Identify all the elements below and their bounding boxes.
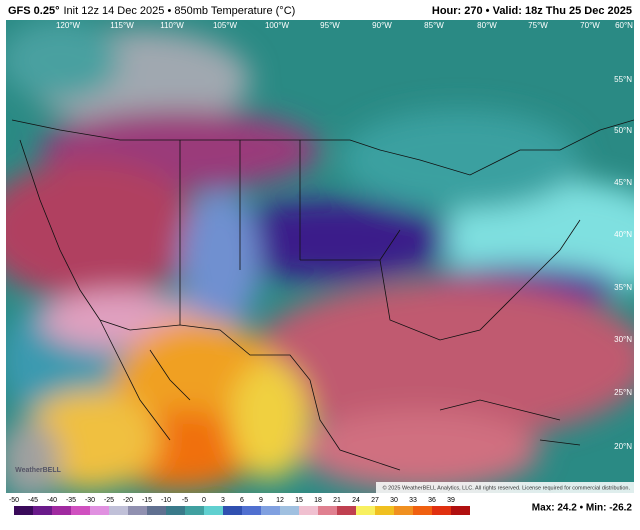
lon-label: 60°N	[615, 21, 633, 30]
borders	[11, 119, 634, 471]
colorbar-tick-label: 24	[352, 497, 360, 504]
lat-label: 30°N	[614, 335, 632, 344]
colorbar-segment	[318, 506, 337, 515]
colorbar-tick-label: 0	[202, 497, 206, 504]
colorbar-segment	[109, 506, 128, 515]
header-left: GFS 0.25° Init 12z 14 Dec 2025 • 850mb Te…	[8, 5, 295, 17]
colorbar-segment	[280, 506, 299, 515]
colorbar-segment	[432, 506, 451, 515]
colorbar-tick-label: 3	[221, 497, 225, 504]
colorbar-segment	[147, 506, 166, 515]
copyright: © 2025 WeatherBELL Analytics, LLC. All r…	[383, 484, 631, 491]
lat-label: 25°N	[614, 388, 632, 397]
colorbar-segment	[52, 506, 71, 515]
grid-labels: 120°W 115°W 110°W 105°W 100°W 95°W 90°W 85°W 80°…	[56, 21, 633, 451]
lon-label: 80°W	[477, 21, 497, 30]
colorbar-segment	[204, 506, 223, 515]
colorbar-tick-label: 12	[276, 497, 284, 504]
colorbar-tick-label: 36	[428, 497, 436, 504]
colorbar-tick-label: -30	[85, 497, 95, 504]
colorbar-segment	[128, 506, 147, 515]
colorbar-tick-label: -20	[123, 497, 133, 504]
lat-label: 35°N	[614, 283, 632, 292]
colorbar-segment	[261, 506, 280, 515]
lat-label: 50°N	[614, 126, 632, 135]
lon-label: 75°W	[528, 21, 548, 30]
extremes: Max: 24.2 • Min: -26.2	[532, 503, 633, 514]
lat-label: 40°N	[614, 230, 632, 239]
model: GFS 0.25°	[8, 5, 59, 17]
lon-label: 100°W	[265, 21, 290, 30]
colorbar-tick-label: 27	[371, 497, 379, 504]
colorbar-tick-label: -40	[47, 497, 57, 504]
colorbar-segment	[166, 506, 185, 515]
colorbar-segment	[71, 506, 90, 515]
colorbar-segment	[394, 506, 413, 515]
colorbar-segment	[356, 506, 375, 515]
lon-label: 105°W	[213, 21, 238, 30]
colorbar-tick-label: 21	[333, 497, 341, 504]
colorbar-tick-label: 9	[259, 497, 263, 504]
lon-label: 110°W	[160, 21, 184, 30]
logo: WeatherBELL	[15, 467, 61, 474]
colorbar-tick-label: -50	[9, 497, 19, 504]
colorbar-tick-label: -15	[142, 497, 152, 504]
colorbar-tick-label: 39	[447, 497, 455, 504]
colorbar-segment	[242, 506, 261, 515]
lon-label: 70°W	[580, 21, 600, 30]
colorbar-tick-label: 15	[295, 497, 303, 504]
map: © 2025 WeatherBELL Analytics, LLC. All r…	[6, 20, 634, 493]
subtitle: Init 12z 14 Dec 2025 • 850mb Temperature…	[63, 5, 295, 17]
colorbar-segment	[223, 506, 242, 515]
lat-label: 55°N	[614, 75, 632, 84]
colorbar-tick-label: -25	[104, 497, 114, 504]
colorbar-segment	[185, 506, 204, 515]
lon-label: 115°W	[110, 21, 134, 30]
lon-label: 120°W	[56, 21, 81, 30]
lon-label: 85°W	[424, 21, 444, 30]
colorbar-segment	[14, 506, 33, 515]
lat-label: 20°N	[614, 442, 632, 451]
valid-time: Hour: 270 • Valid: 18z Thu 25 Dec 2025	[432, 5, 632, 17]
colorbar-segment	[299, 506, 318, 515]
colorbar-tick-label: -10	[161, 497, 171, 504]
colorbar-tick-label: 33	[409, 497, 417, 504]
colorbar-segment	[413, 506, 432, 515]
colorbar-tick-label: 18	[314, 497, 322, 504]
colorbar-segment	[375, 506, 394, 515]
colorbar-tick-label: -5	[182, 497, 188, 504]
lon-label: 95°W	[320, 21, 340, 30]
colorbar-tick-label: 6	[240, 497, 244, 504]
lon-label: 90°W	[372, 21, 392, 30]
colorbar: -50 -45 -40 -35 -30 -25 -20 -15 -10 -5 0 3 6 9 12 15 18 2…	[9, 497, 470, 515]
colorbar-tick-label: -35	[66, 497, 76, 504]
lat-label: 45°N	[614, 178, 632, 187]
colorbar-segment	[33, 506, 52, 515]
colorbar-tick-label: 30	[390, 497, 398, 504]
colorbar-tick-label: -45	[28, 497, 38, 504]
colorbar-segment	[451, 506, 470, 515]
colorbar-segment	[337, 506, 356, 515]
colorbar-segment	[90, 506, 109, 515]
